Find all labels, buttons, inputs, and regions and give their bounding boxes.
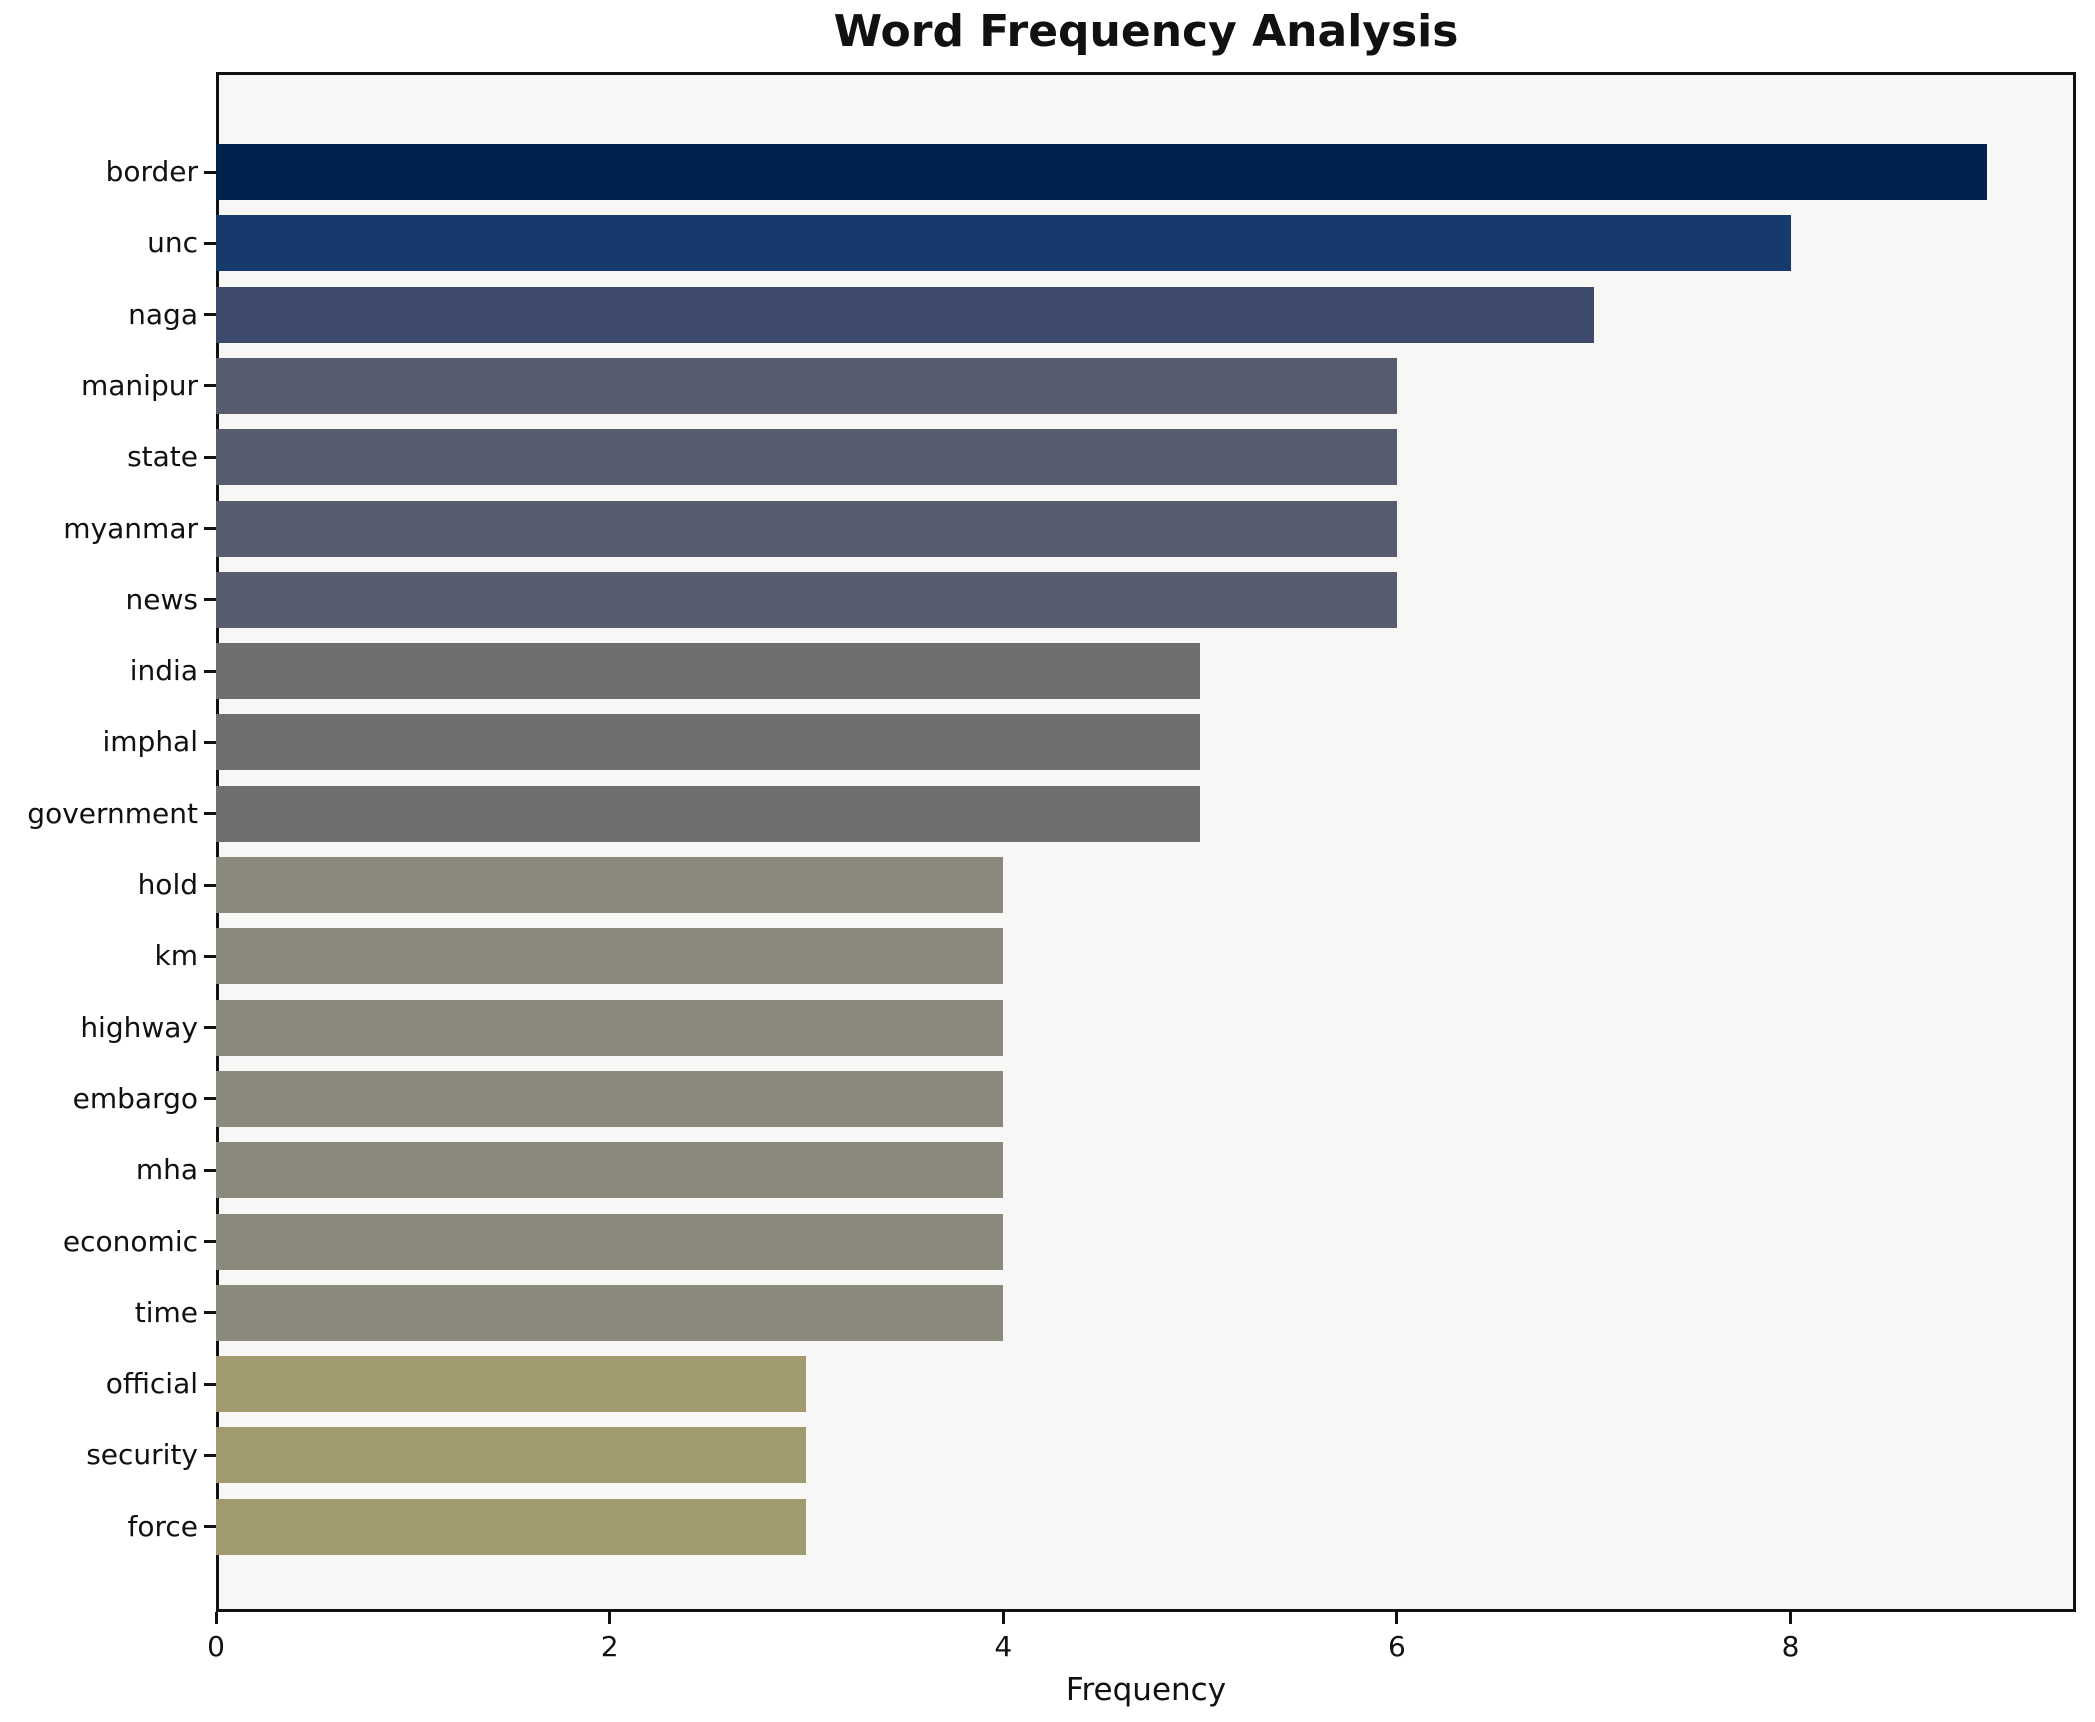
y-tick-mark (204, 241, 216, 245)
y-tick-label-imphal: imphal (102, 725, 198, 759)
bar-force (216, 1498, 807, 1555)
bar-manipur (216, 357, 1397, 414)
bar-economic (216, 1213, 1004, 1270)
y-tick-mark (204, 455, 216, 459)
y-tick-mark (204, 1240, 216, 1243)
bar-border (216, 144, 1988, 200)
y-tick-label-unc: unc (147, 226, 198, 260)
x-axis-label: Frequency (1065, 1672, 1227, 1708)
x-tick-label-4: 4 (994, 1630, 1013, 1663)
x-tick-label-6: 6 (1388, 1630, 1406, 1663)
x-tick-mark (1001, 1612, 1005, 1624)
y-tick-mark (204, 313, 216, 317)
y-tick-label-km: km (154, 939, 199, 973)
y-tick-label-official: official (105, 1367, 198, 1401)
bar-km (216, 928, 1004, 985)
y-tick-label-manipur: manipur (81, 368, 198, 402)
y-tick-label-time: time (134, 1295, 198, 1329)
bar-official (216, 1356, 807, 1413)
y-tick-mark (204, 170, 216, 174)
x-tick-mark (1789, 1612, 1793, 1624)
bar-state (216, 429, 1397, 486)
y-tick-mark (204, 1311, 216, 1315)
chart-title: Word Frequency Analysis (833, 6, 1459, 57)
bar-myanmar (216, 500, 1397, 557)
y-tick-label-news: news (125, 582, 198, 616)
y-tick-label-security: security (86, 1438, 198, 1472)
y-tick-mark (204, 1525, 216, 1529)
x-tick-label-0: 0 (207, 1630, 225, 1663)
x-tick-mark (214, 1612, 218, 1624)
y-tick-label-state: state (127, 440, 198, 474)
bar-india (216, 643, 1201, 700)
bar-embargo (216, 1070, 1004, 1127)
y-tick-label-government: government (27, 796, 198, 830)
y-tick-mark (204, 883, 216, 887)
bar-highway (216, 999, 1004, 1056)
y-tick-mark (204, 527, 216, 530)
y-tick-label-force: force (127, 1509, 198, 1543)
y-tick-mark (204, 1382, 216, 1386)
y-tick-mark (204, 954, 216, 958)
bar-security (216, 1427, 807, 1484)
y-tick-mark (204, 669, 216, 673)
x-tick-label-8: 8 (1781, 1630, 1800, 1663)
y-tick-mark (204, 1097, 216, 1101)
x-tick-label-2: 2 (600, 1630, 619, 1663)
y-tick-label-india: india (129, 654, 198, 688)
y-tick-label-mha: mha (135, 1153, 198, 1187)
bar-time (216, 1284, 1004, 1341)
x-tick-mark (1395, 1612, 1399, 1624)
y-tick-label-border: border (105, 155, 198, 188)
bar-mha (216, 1142, 1004, 1199)
y-tick-label-embargo: embargo (72, 1081, 198, 1115)
bar-hold (216, 857, 1004, 913)
bar-news (216, 571, 1397, 628)
y-tick-mark (204, 1026, 216, 1030)
y-tick-mark (204, 598, 216, 602)
bar-naga (216, 286, 1594, 343)
bar-unc (216, 215, 1791, 272)
y-tick-label-hold: hold (137, 868, 198, 901)
y-tick-mark (204, 1168, 216, 1172)
y-tick-label-highway: highway (80, 1010, 198, 1044)
y-tick-label-naga: naga (128, 297, 198, 331)
y-tick-label-economic: economic (62, 1224, 198, 1258)
y-tick-mark (204, 384, 216, 388)
y-tick-mark (204, 1453, 216, 1457)
bar-imphal (216, 714, 1201, 771)
y-tick-mark (204, 812, 216, 816)
y-tick-label-myanmar: myanmar (63, 511, 198, 545)
bar-government (216, 785, 1201, 842)
y-tick-mark (204, 740, 216, 744)
x-tick-mark (608, 1612, 612, 1624)
